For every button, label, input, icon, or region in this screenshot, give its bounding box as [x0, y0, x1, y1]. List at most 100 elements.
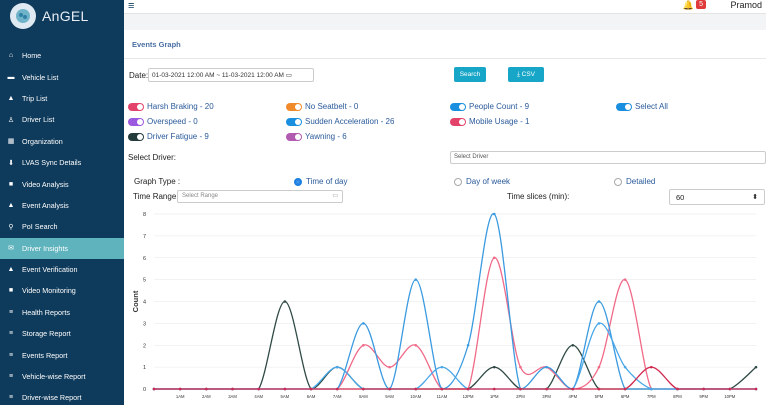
data-point — [492, 387, 496, 391]
toggle-mobile-usage-1[interactable]: Mobile Usage - 1 — [450, 117, 529, 126]
data-point — [492, 256, 496, 260]
time-slices-label: Time slices (min): — [507, 192, 570, 201]
csv-button[interactable]: ⤓ CSV — [508, 67, 544, 82]
x-tick-label: 10PM — [724, 394, 735, 399]
select-driver-input[interactable]: Select Driver — [450, 151, 766, 164]
data-point — [623, 278, 627, 281]
radio-day-of-week[interactable]: Day of week — [454, 177, 510, 186]
data-point — [492, 212, 496, 216]
data-point — [335, 387, 339, 391]
radio-selected-icon — [294, 177, 302, 186]
radio-detailed[interactable]: Detailed — [614, 177, 655, 186]
bell-icon[interactable]: 🔔 — [682, 0, 694, 10]
calendar-icon: ▭ — [332, 193, 338, 199]
time-range-input[interactable]: Select Range ▭ — [177, 190, 343, 203]
sidebar-item-icon: ▲ — [7, 266, 15, 274]
x-tick-label: 9AM — [385, 394, 394, 399]
sidebar-item-video-analysis[interactable]: ■ Video Analysis — [0, 173, 124, 194]
data-point — [597, 322, 601, 325]
sidebar-item-icon: ⌂ — [8, 52, 14, 60]
sidebar-item-label: Event Analysis — [22, 200, 69, 210]
sidebar-item-driver-insights[interactable]: ✉ Driver Insights — [0, 237, 124, 259]
data-point — [414, 387, 418, 391]
sidebar-item-icon: ≡ — [8, 373, 14, 381]
toggle-yawning-6[interactable]: Yawning - 6 — [286, 132, 347, 141]
sidebar-item-driver-wise-report[interactable]: ≡ Driver-wise Report — [0, 387, 124, 405]
radio-unselected-icon — [454, 177, 462, 186]
toggle-harsh-braking-20[interactable]: Harsh Braking - 20 — [128, 102, 214, 111]
sidebar-item-vehicle-list[interactable]: ▬ Vehicle List — [0, 66, 124, 87]
sidebar-item-icon: ▦ — [7, 138, 15, 146]
sidebar-item-icon: ▲ — [7, 201, 15, 209]
sidebar-item-label: Driver-wise Report — [22, 393, 82, 403]
sidebar-item-label: Video Monitoring — [22, 286, 76, 296]
data-point — [754, 387, 758, 391]
sidebar-item-label: Trip List — [22, 93, 48, 103]
toggle-switch-icon[interactable] — [128, 132, 144, 141]
sidebar-item-health-reports[interactable]: ≡ Health Reports — [0, 302, 124, 323]
data-point — [545, 387, 548, 391]
toggle-switch-icon[interactable] — [450, 102, 466, 111]
sidebar-item-video-monitoring[interactable]: ■ Video Monitoring — [0, 280, 124, 301]
sidebar-item-icon: ▲ — [7, 94, 15, 102]
data-point — [283, 387, 287, 391]
sidebar-item-home[interactable]: ⌂ Home — [0, 45, 124, 66]
x-tick-label: 4AM — [254, 394, 263, 399]
data-point — [466, 343, 470, 347]
data-point — [257, 387, 260, 391]
x-tick-label: 5AM — [281, 394, 290, 399]
sidebar-item-poi-search[interactable]: ⚲ PoI Search — [0, 216, 124, 237]
sidebar-item-event-verification[interactable]: ▲ Event Verification — [0, 259, 124, 280]
date-range-input[interactable]: 01-03-2021 12:00 AM ~ 11-03-2021 12:00 A… — [148, 68, 314, 82]
sidebar-item-events-report[interactable]: ≡ Events Report — [0, 344, 124, 365]
sidebar-item-label: Driver List — [22, 115, 55, 125]
toggle-switch-icon[interactable] — [286, 117, 302, 126]
toggle-switch-icon[interactable] — [128, 117, 144, 126]
sidebar-item-icon: ⬇ — [8, 159, 14, 167]
toggle-label: Yawning - 6 — [305, 132, 347, 141]
hamburger-icon[interactable]: ≡ — [128, 0, 135, 12]
user-name[interactable]: Pramod — [730, 0, 762, 10]
radio-time-of-day[interactable]: Time of day — [294, 177, 348, 186]
toggle-switch-icon[interactable] — [616, 102, 632, 111]
toggle-people-count-9[interactable]: People Count - 9 — [450, 102, 529, 111]
sidebar-item-storage-report[interactable]: ≡ Storage Report — [0, 323, 124, 344]
toggle-driver-fatigue-9[interactable]: Driver Fatigue - 9 — [128, 132, 209, 141]
x-tick-label: 3PM — [542, 394, 551, 399]
search-button[interactable]: Search — [454, 67, 486, 82]
toggle-switch-icon[interactable] — [450, 117, 466, 126]
data-point — [414, 278, 418, 281]
y-tick-label: 0 — [143, 387, 146, 393]
data-point — [362, 322, 365, 325]
data-point — [152, 387, 156, 391]
data-point — [309, 387, 313, 391]
date-range-value: 01-03-2021 12:00 AM ~ 11-03-2021 12:00 A… — [152, 72, 284, 79]
sidebar-item-trip-list[interactable]: ▲ Trip List — [0, 88, 124, 109]
sidebar-item-lvas-sync-details[interactable]: ⬇ LVAS Sync Details — [0, 152, 124, 173]
sidebar-item-organization[interactable]: ▦ Organization — [0, 131, 124, 152]
data-point — [362, 387, 365, 391]
sidebar-item-icon: ⚲ — [8, 223, 14, 231]
app-logo[interactable]: AnGEL — [0, 0, 124, 32]
sidebar-item-icon: ■ — [8, 287, 14, 295]
data-point — [440, 365, 444, 369]
toggle-sudden-acceleration-26[interactable]: Sudden Acceleration - 26 — [286, 117, 394, 126]
toggle-switch-icon[interactable] — [286, 102, 302, 111]
time-slices-select[interactable]: 60 ⬍ — [669, 189, 765, 205]
toggle-overspeed-0[interactable]: Overspeed - 0 — [128, 117, 198, 126]
sidebar-item-label: Events Report — [22, 350, 68, 360]
sidebar-item-label: LVAS Sync Details — [22, 158, 82, 168]
sidebar-item-label: Storage Report — [22, 329, 71, 339]
sidebar-item-vehicle-wise-report[interactable]: ≡ Vehicle-wise Report — [0, 366, 124, 387]
toggle-select-all[interactable]: Select All — [616, 102, 668, 111]
sidebar-item-driver-list[interactable]: ♙ Driver List — [0, 109, 124, 130]
toggle-no-seatbelt-0[interactable]: No Seatbelt - 0 — [286, 102, 358, 111]
data-point — [676, 387, 679, 391]
sidebar-item-label: PoI Search — [22, 222, 58, 232]
y-tick-label: 8 — [143, 212, 146, 218]
toggle-switch-icon[interactable] — [286, 132, 302, 141]
toggle-switch-icon[interactable] — [128, 102, 144, 111]
sidebar-item-label: Driver Insights — [22, 243, 68, 253]
sidebar-item-event-analysis[interactable]: ▲ Event Analysis — [0, 195, 124, 216]
data-point — [466, 387, 470, 391]
